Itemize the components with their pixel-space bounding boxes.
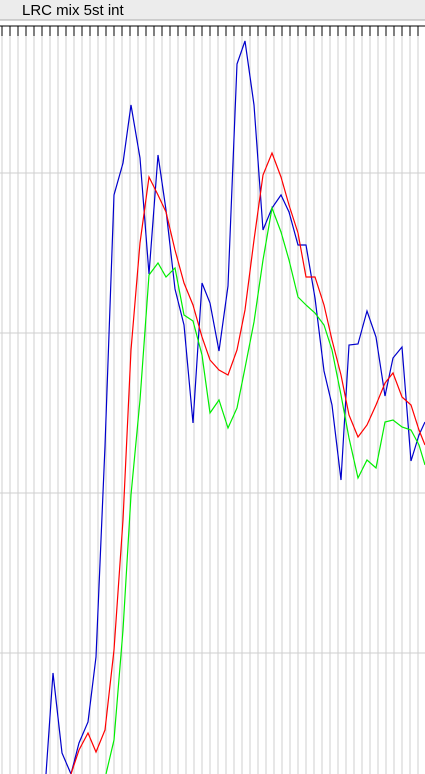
title-bar [0,0,425,20]
series-line [70,151,425,774]
series-line [105,205,425,774]
series-line [45,40,425,774]
chart-title: LRC mix 5st int [22,2,125,19]
